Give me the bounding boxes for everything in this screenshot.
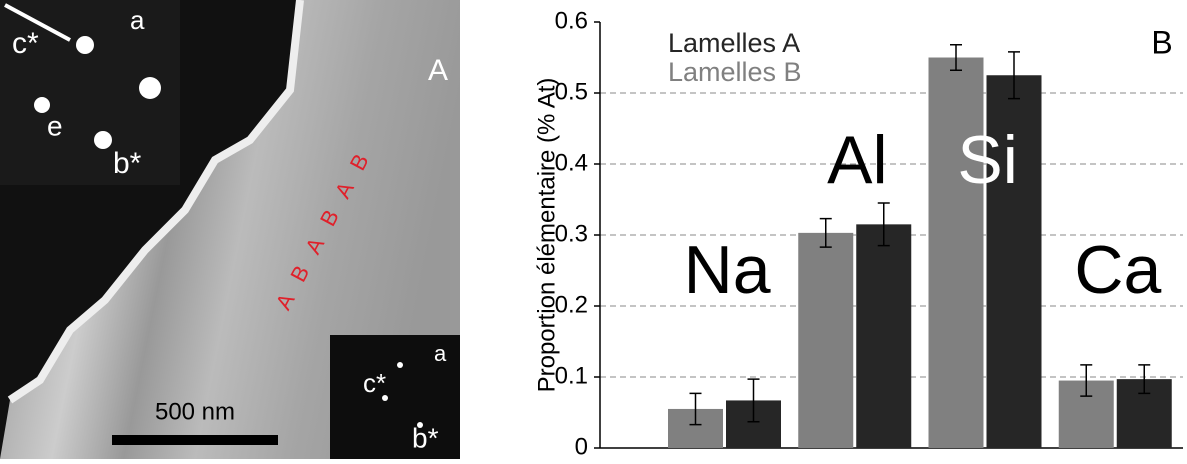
inset-label: e (47, 110, 63, 141)
bar (856, 224, 912, 448)
category-label: Si (957, 122, 1017, 198)
spot (139, 77, 161, 99)
spot (34, 97, 50, 113)
error-bar (1008, 51, 1020, 100)
category-label: Al (827, 122, 887, 198)
spot (76, 36, 94, 54)
error-bar (747, 378, 760, 423)
inset-label: c* (12, 27, 39, 60)
error-bar (1080, 364, 1093, 397)
y-tick-label: 0.2 (555, 291, 588, 318)
bar (798, 232, 854, 448)
inset-label: c* (363, 368, 386, 398)
y-tick-label: 0.4 (555, 149, 588, 176)
legend-entry: Lamelles B (668, 57, 802, 87)
spot (94, 131, 112, 149)
error-bar (1138, 364, 1151, 395)
y-axis-label: Proportion élémentaire (% At) (533, 78, 560, 393)
error-bar (819, 217, 832, 248)
inset-bottom: c* a b* (330, 335, 460, 459)
bar-chart: Proportion élémentaire (% At) B 0 0.1 0.2 0… (533, 7, 1183, 460)
micrograph: A A B A B A B 500 nm c* a e b* c* a b* (0, 0, 460, 459)
spot (397, 362, 403, 368)
bar (928, 57, 984, 448)
inset-top: c* a e b* (0, 0, 180, 185)
y-tick-label: 0.1 (555, 362, 588, 389)
panel-label: A (428, 54, 448, 87)
inset-label: b* (113, 147, 142, 180)
arrow (4, 3, 71, 42)
y-tick-label: 0.6 (555, 7, 588, 34)
category-label: Na (684, 232, 771, 308)
inset-label: a (434, 341, 447, 366)
inset-label: a (130, 5, 145, 35)
y-tick-label: 0.3 (555, 220, 588, 247)
error-bar (877, 202, 890, 247)
panel-label: B (1151, 24, 1172, 60)
category-label: Ca (1074, 232, 1161, 308)
error-bar (950, 43, 962, 72)
y-tick-label: 0.5 (555, 78, 588, 105)
spot (382, 395, 388, 401)
crystal-edge (7, 0, 304, 404)
scale-bar (112, 435, 278, 445)
inset-label: b* (412, 422, 439, 453)
inset-background (330, 335, 460, 459)
error-bar (689, 392, 702, 426)
scale-bar-label: 500 nm (155, 398, 235, 425)
bar (986, 75, 1042, 448)
spot (417, 422, 423, 428)
y-tick-label: 0 (575, 433, 588, 459)
legend-entry: Lamelles A (668, 28, 800, 58)
